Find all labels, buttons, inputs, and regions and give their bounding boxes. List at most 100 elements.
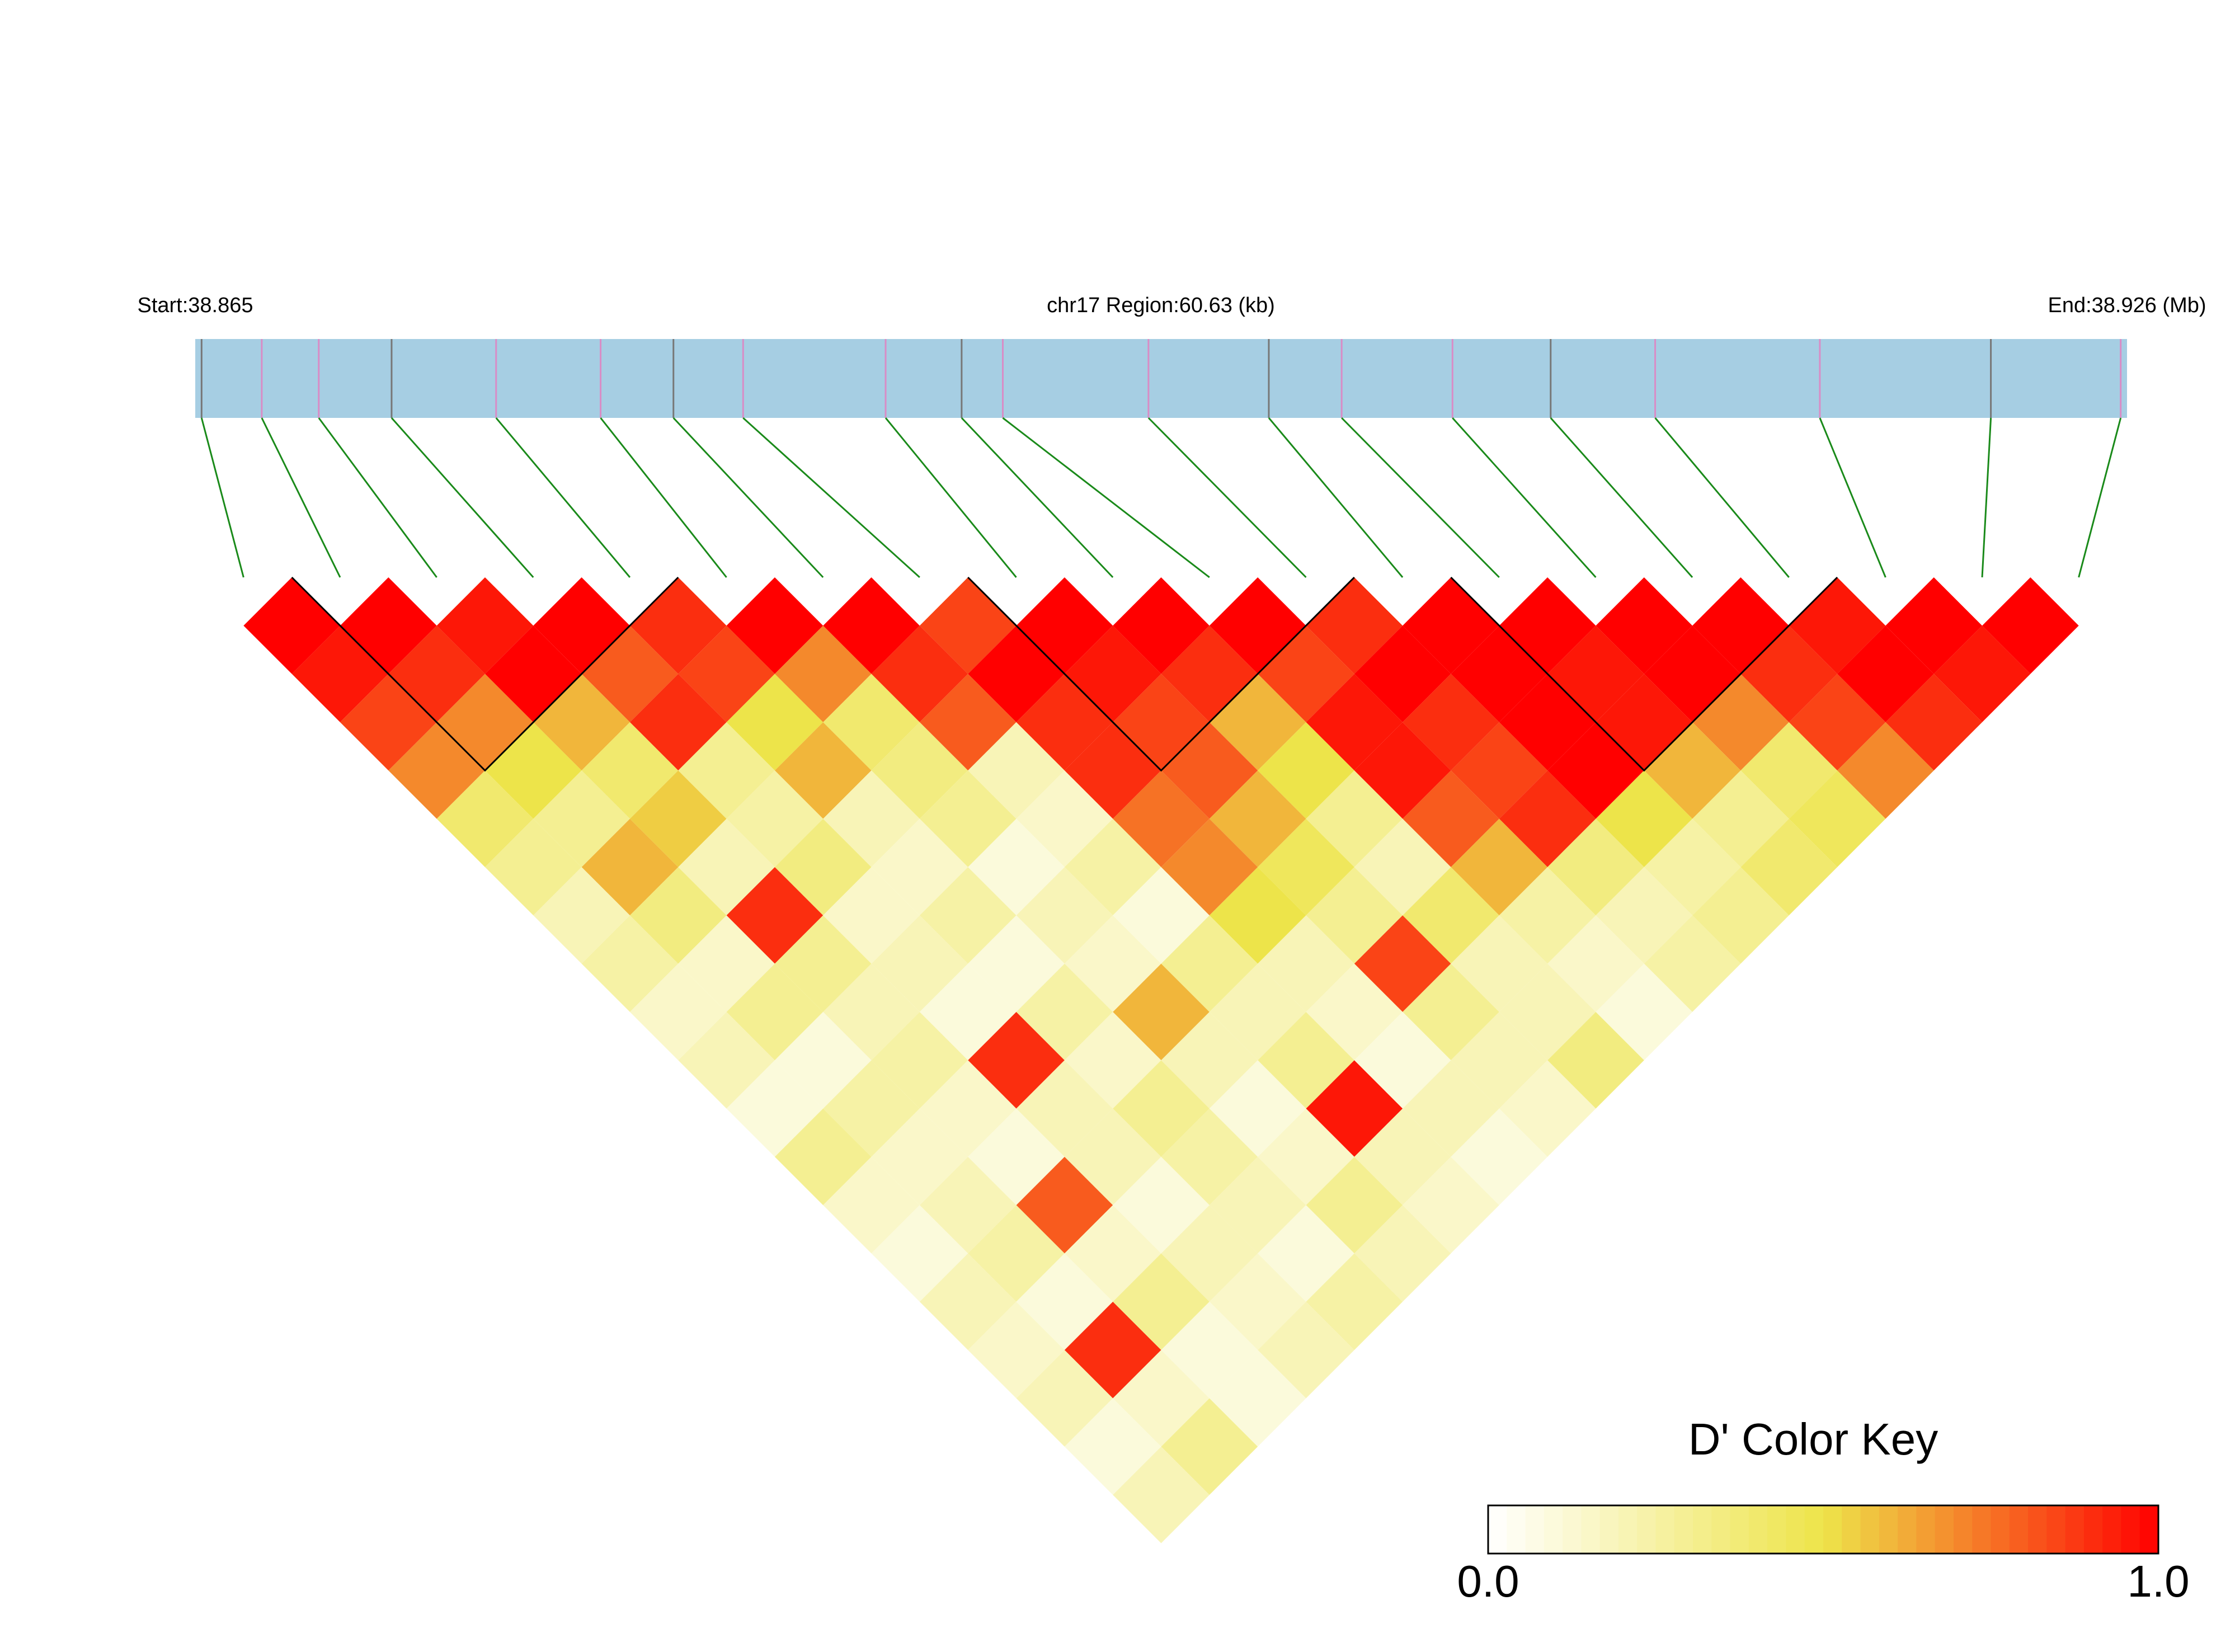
ld-cell	[726, 577, 824, 674]
snp-connector	[1550, 417, 1693, 578]
snp-connector	[884, 417, 1017, 578]
ld-cell	[968, 818, 1065, 916]
ld-cell	[1403, 674, 1499, 771]
ld-cell	[1982, 577, 2079, 674]
key-band	[1674, 1505, 1693, 1554]
ld-cell	[1306, 867, 1403, 964]
ld-cell	[340, 674, 437, 771]
ld-cell	[1258, 818, 1354, 916]
ld-cell	[1354, 625, 1451, 722]
ld-cell	[629, 674, 727, 771]
ld-cell	[823, 577, 920, 674]
ld-cell	[1451, 1108, 1548, 1206]
key-band	[1804, 1505, 1824, 1554]
ld-cell	[1161, 1108, 1258, 1206]
key-tick-label: 1.0	[2127, 1556, 2189, 1606]
ld-cell	[823, 1156, 920, 1254]
block-outline	[967, 576, 1355, 772]
snp-connector	[2078, 417, 2122, 578]
ld-cell	[1403, 770, 1499, 867]
ld-cell	[436, 577, 534, 674]
ld-cell	[1113, 577, 1210, 674]
key-band	[1748, 1505, 1768, 1554]
snp-connector	[495, 417, 631, 578]
ld-cell	[1789, 674, 1886, 771]
ld-cell	[1596, 963, 1693, 1061]
ld-cell	[1113, 1253, 1210, 1350]
ld-cell	[1354, 1108, 1451, 1206]
ld-cell	[1258, 1301, 1354, 1399]
key-band	[2121, 1505, 2140, 1554]
key-band	[1991, 1505, 2010, 1554]
ld-cell	[1161, 1205, 1258, 1302]
ld-cell	[678, 915, 775, 1012]
key-band	[1953, 1505, 1973, 1554]
ld-cell	[919, 674, 1017, 771]
key-band	[1599, 1505, 1619, 1554]
ld-cell	[1306, 1060, 1403, 1157]
ld-cell	[1692, 867, 1789, 964]
ld-cell	[1644, 818, 1741, 916]
key-band	[1898, 1505, 1917, 1554]
key-band	[1935, 1505, 1954, 1554]
ld-cell	[1064, 915, 1161, 1012]
ld-cell	[1016, 577, 1113, 674]
ld-cell	[436, 770, 534, 867]
ld-cell	[1306, 770, 1403, 867]
ld-cell	[1596, 577, 1693, 674]
ld-cell	[1403, 963, 1499, 1061]
key-band	[1637, 1505, 1656, 1554]
ld-cell	[1064, 1398, 1161, 1495]
key-band	[2065, 1505, 2085, 1554]
key-band	[1730, 1505, 1749, 1554]
ld-cell	[1837, 625, 1934, 722]
ld-cell	[1258, 915, 1354, 1012]
ld-cell	[581, 915, 679, 1012]
ld-cell	[340, 577, 437, 674]
snp-connector	[1981, 417, 1992, 578]
key-band	[1655, 1505, 1675, 1554]
ld-cell	[1161, 915, 1258, 1012]
ld-cell	[1933, 625, 2031, 722]
ld-cell	[1016, 1350, 1113, 1447]
ld-cell	[291, 625, 389, 722]
ld-cell	[919, 577, 1017, 674]
key-band	[1842, 1505, 1861, 1554]
key-band	[1711, 1505, 1731, 1554]
ld-cell	[1161, 1011, 1258, 1109]
snp-connector	[1654, 417, 1790, 578]
key-band	[1823, 1505, 1842, 1554]
key-band	[1972, 1505, 1991, 1554]
key-band	[1767, 1505, 1786, 1554]
key-band	[1879, 1505, 1898, 1554]
ld-cell	[1499, 577, 1596, 674]
ld-cell	[1064, 1301, 1161, 1399]
ld-cell	[774, 1108, 872, 1206]
ld-cell	[774, 915, 872, 1012]
start-label: Start:38.865	[137, 294, 253, 317]
ld-cell	[1885, 674, 1983, 771]
ld-cell	[1161, 818, 1258, 916]
ld-cell	[484, 818, 582, 916]
ld-cell	[1837, 722, 1934, 819]
ld-cell	[533, 577, 630, 674]
key-band	[1860, 1505, 1880, 1554]
ld-cell	[1644, 915, 1741, 1012]
ld-cell	[968, 1205, 1065, 1302]
ld-cell	[1403, 1060, 1499, 1157]
ld-cell	[581, 818, 679, 916]
ld-cell	[1016, 1253, 1113, 1350]
key-band	[2028, 1505, 2047, 1554]
key-band	[1488, 1505, 1507, 1554]
ld-cell	[919, 1253, 1017, 1350]
ld-cell	[871, 915, 968, 1012]
ld-cell	[1354, 915, 1451, 1012]
ld-cell	[1596, 674, 1693, 771]
region-label: chr17 Region:60.63 (kb)	[1047, 294, 1275, 317]
ld-cell	[1258, 1205, 1354, 1302]
snp-track	[195, 339, 2127, 418]
key-band	[1693, 1505, 1712, 1554]
ld-cell	[774, 818, 872, 916]
key-band	[1525, 1505, 1545, 1554]
ld-cell	[1403, 1156, 1499, 1254]
